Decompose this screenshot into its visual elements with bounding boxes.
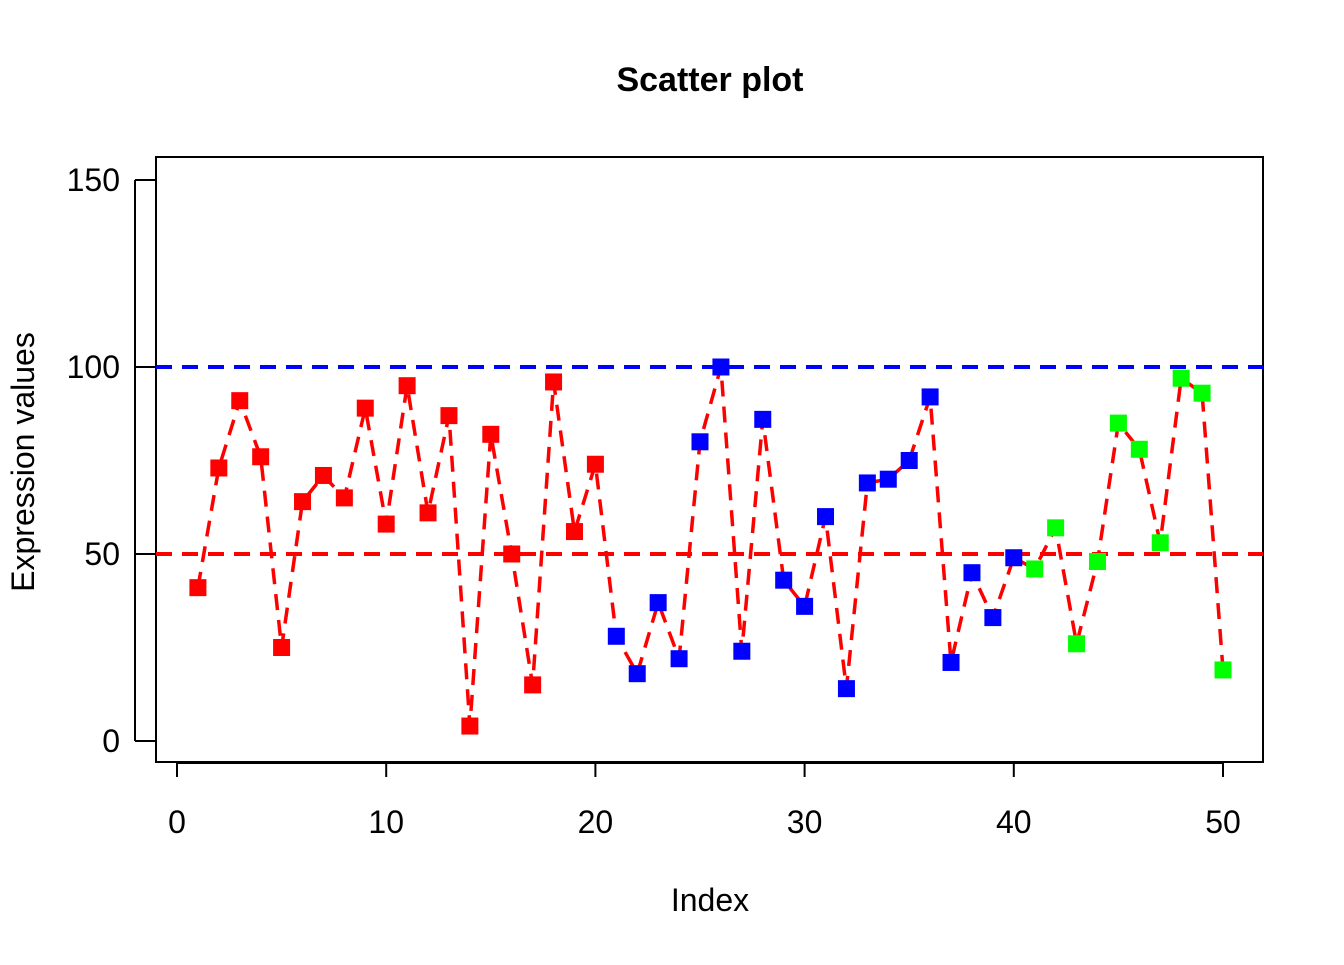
data-point-24 (670, 650, 688, 668)
x-axis: 0 10 20 30 40 50 (168, 762, 1241, 840)
data-point-6 (294, 493, 312, 511)
x-tick-label-20: 20 (578, 804, 614, 840)
data-point-50 (1214, 661, 1232, 679)
data-point-1 (189, 579, 207, 597)
data-point-13 (440, 407, 458, 425)
y-tick-label-100: 100 (67, 349, 120, 385)
connector-line (196, 365, 1225, 728)
chart-title: Scatter plot (616, 61, 803, 99)
data-point-23 (649, 594, 667, 612)
data-point-7 (314, 466, 332, 484)
x-tick-label-50: 50 (1205, 804, 1241, 840)
data-point-20 (586, 455, 604, 473)
data-point-33 (858, 474, 876, 492)
data-point-3 (231, 392, 249, 410)
data-point-15 (482, 425, 500, 443)
x-tick-label-0: 0 (168, 804, 186, 840)
data-point-10 (377, 515, 395, 533)
x-tick-label-40: 40 (996, 804, 1032, 840)
data-point-18 (545, 373, 563, 391)
plot-frame (155, 156, 1264, 763)
data-point-8 (335, 489, 353, 507)
x-tick-label-10: 10 (368, 804, 404, 840)
data-point-32 (837, 680, 855, 698)
data-point-29 (775, 571, 793, 589)
data-point-48 (1172, 369, 1190, 387)
data-point-41 (1026, 560, 1044, 578)
data-point-2 (210, 459, 228, 477)
data-point-36 (921, 388, 939, 406)
data-point-5 (273, 639, 291, 656)
data-point-31 (817, 508, 835, 526)
data-point-26 (712, 358, 730, 376)
data-point-12 (419, 504, 437, 522)
data-point-37 (942, 653, 960, 671)
connector-polyline (196, 365, 1225, 728)
data-point-46 (1130, 440, 1148, 458)
y-tick-label-0: 0 (102, 723, 120, 759)
data-point-44 (1088, 552, 1106, 570)
data-point-21 (607, 627, 625, 645)
data-point-28 (754, 410, 772, 428)
data-point-22 (628, 665, 646, 683)
data-point-4 (252, 448, 270, 466)
data-point-47 (1151, 534, 1169, 552)
x-tick-label-30: 30 (787, 804, 823, 840)
data-point-16 (503, 545, 521, 563)
data-point-34 (879, 470, 897, 488)
data-point-19 (565, 523, 583, 541)
data-point-40 (1005, 549, 1023, 567)
y-tick-label-50: 50 (84, 536, 120, 572)
data-point-42 (1047, 519, 1065, 537)
data-point-17 (524, 676, 542, 694)
data-point-45 (1109, 414, 1127, 432)
reference-lines (156, 365, 1263, 556)
data-points (189, 358, 1232, 735)
data-point-14 (461, 717, 479, 735)
y-tick-label-150: 150 (67, 162, 120, 198)
y-axis-label: Expression values (5, 332, 41, 592)
x-axis-label: Index (671, 882, 749, 918)
data-point-27 (733, 642, 751, 660)
data-point-11 (398, 377, 416, 395)
data-point-49 (1193, 384, 1211, 402)
data-point-30 (796, 597, 814, 615)
data-point-43 (1068, 635, 1086, 653)
data-point-38 (963, 564, 981, 582)
data-point-35 (900, 452, 918, 469)
y-axis: 0 50 100 150 (67, 162, 156, 759)
data-point-25 (691, 433, 709, 451)
data-point-39 (984, 609, 1002, 627)
data-point-9 (356, 399, 374, 417)
